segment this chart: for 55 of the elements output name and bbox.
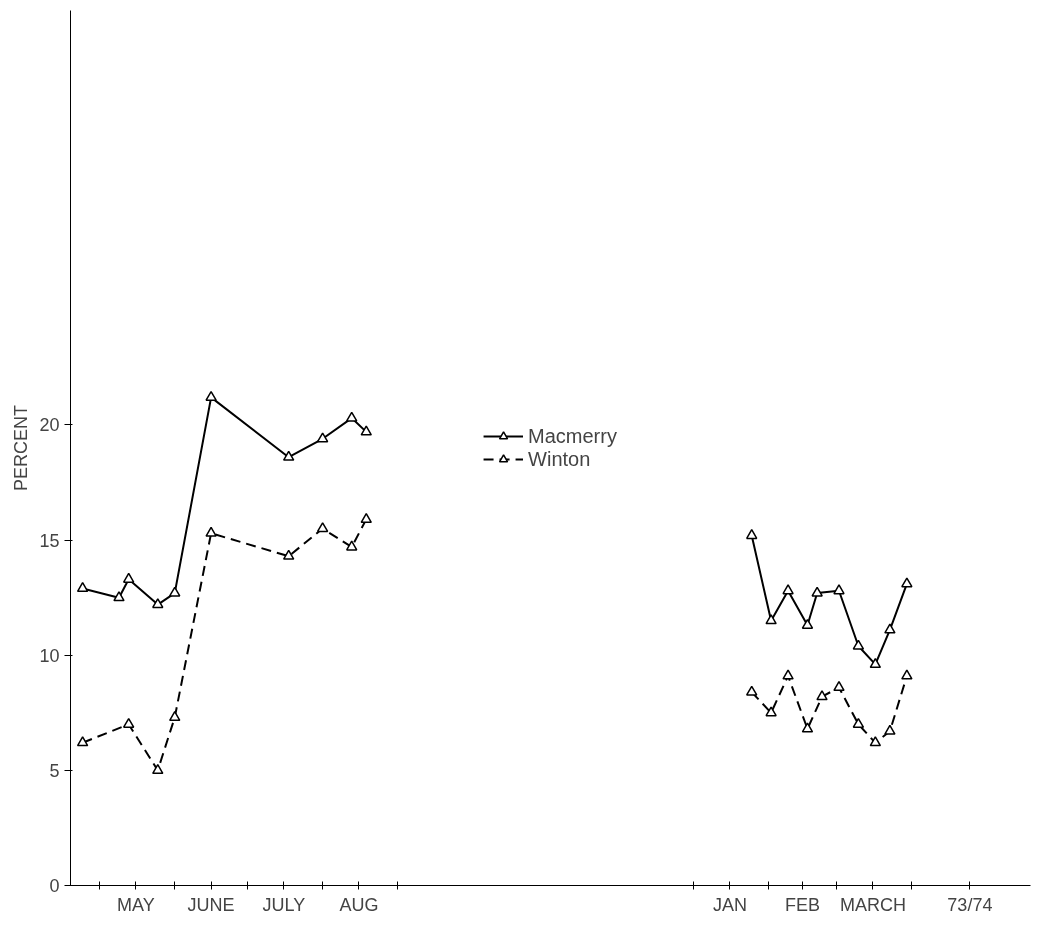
point — [801, 618, 814, 629]
point — [852, 639, 865, 650]
y-tick-label: 0 — [49, 876, 60, 896]
point — [765, 614, 777, 625]
point — [811, 586, 823, 597]
point — [745, 528, 758, 540]
x-tick-label: AUG — [339, 894, 379, 915]
point — [901, 669, 913, 680]
point — [205, 390, 217, 401]
point — [745, 685, 758, 696]
point — [76, 581, 89, 593]
point — [345, 540, 358, 551]
point — [282, 549, 295, 560]
point — [113, 591, 125, 602]
y-tick-label: 20 — [39, 415, 60, 436]
point — [782, 584, 794, 595]
point — [76, 736, 89, 747]
point — [168, 710, 181, 722]
y-tick-label: 10 — [39, 645, 60, 666]
x-tick-label: JUNE — [187, 894, 235, 915]
point — [884, 623, 896, 634]
point — [282, 450, 295, 461]
y-tick-label: 15 — [39, 530, 60, 551]
point — [765, 706, 777, 717]
point — [360, 512, 373, 524]
point — [152, 763, 164, 775]
point — [869, 736, 882, 747]
point — [360, 425, 373, 436]
legend-label: Winton — [528, 447, 591, 471]
point — [833, 680, 845, 692]
point — [816, 690, 828, 701]
x-tick-label: 73/74 — [947, 894, 993, 915]
point — [884, 724, 896, 735]
x-tick-label: MARCH — [839, 894, 906, 915]
point — [152, 598, 164, 609]
point — [168, 586, 181, 597]
point — [122, 717, 135, 728]
point — [833, 584, 845, 595]
x-tick-label: MAY — [117, 894, 155, 915]
x-tick-label: JAN — [712, 894, 747, 915]
y-tick-label: 5 — [49, 760, 60, 781]
point — [782, 669, 794, 680]
point — [869, 657, 882, 669]
point — [205, 526, 217, 537]
legend-label: Macmerry — [528, 424, 617, 448]
point — [801, 722, 814, 733]
y-axis-title: PERCENT — [11, 404, 32, 491]
point — [852, 717, 865, 728]
point — [316, 522, 329, 533]
point — [122, 572, 135, 583]
x-tick-label: JULY — [262, 894, 306, 915]
x-tick-label: FEB — [785, 894, 821, 915]
point — [345, 411, 358, 422]
point — [901, 577, 913, 588]
point — [316, 432, 329, 443]
